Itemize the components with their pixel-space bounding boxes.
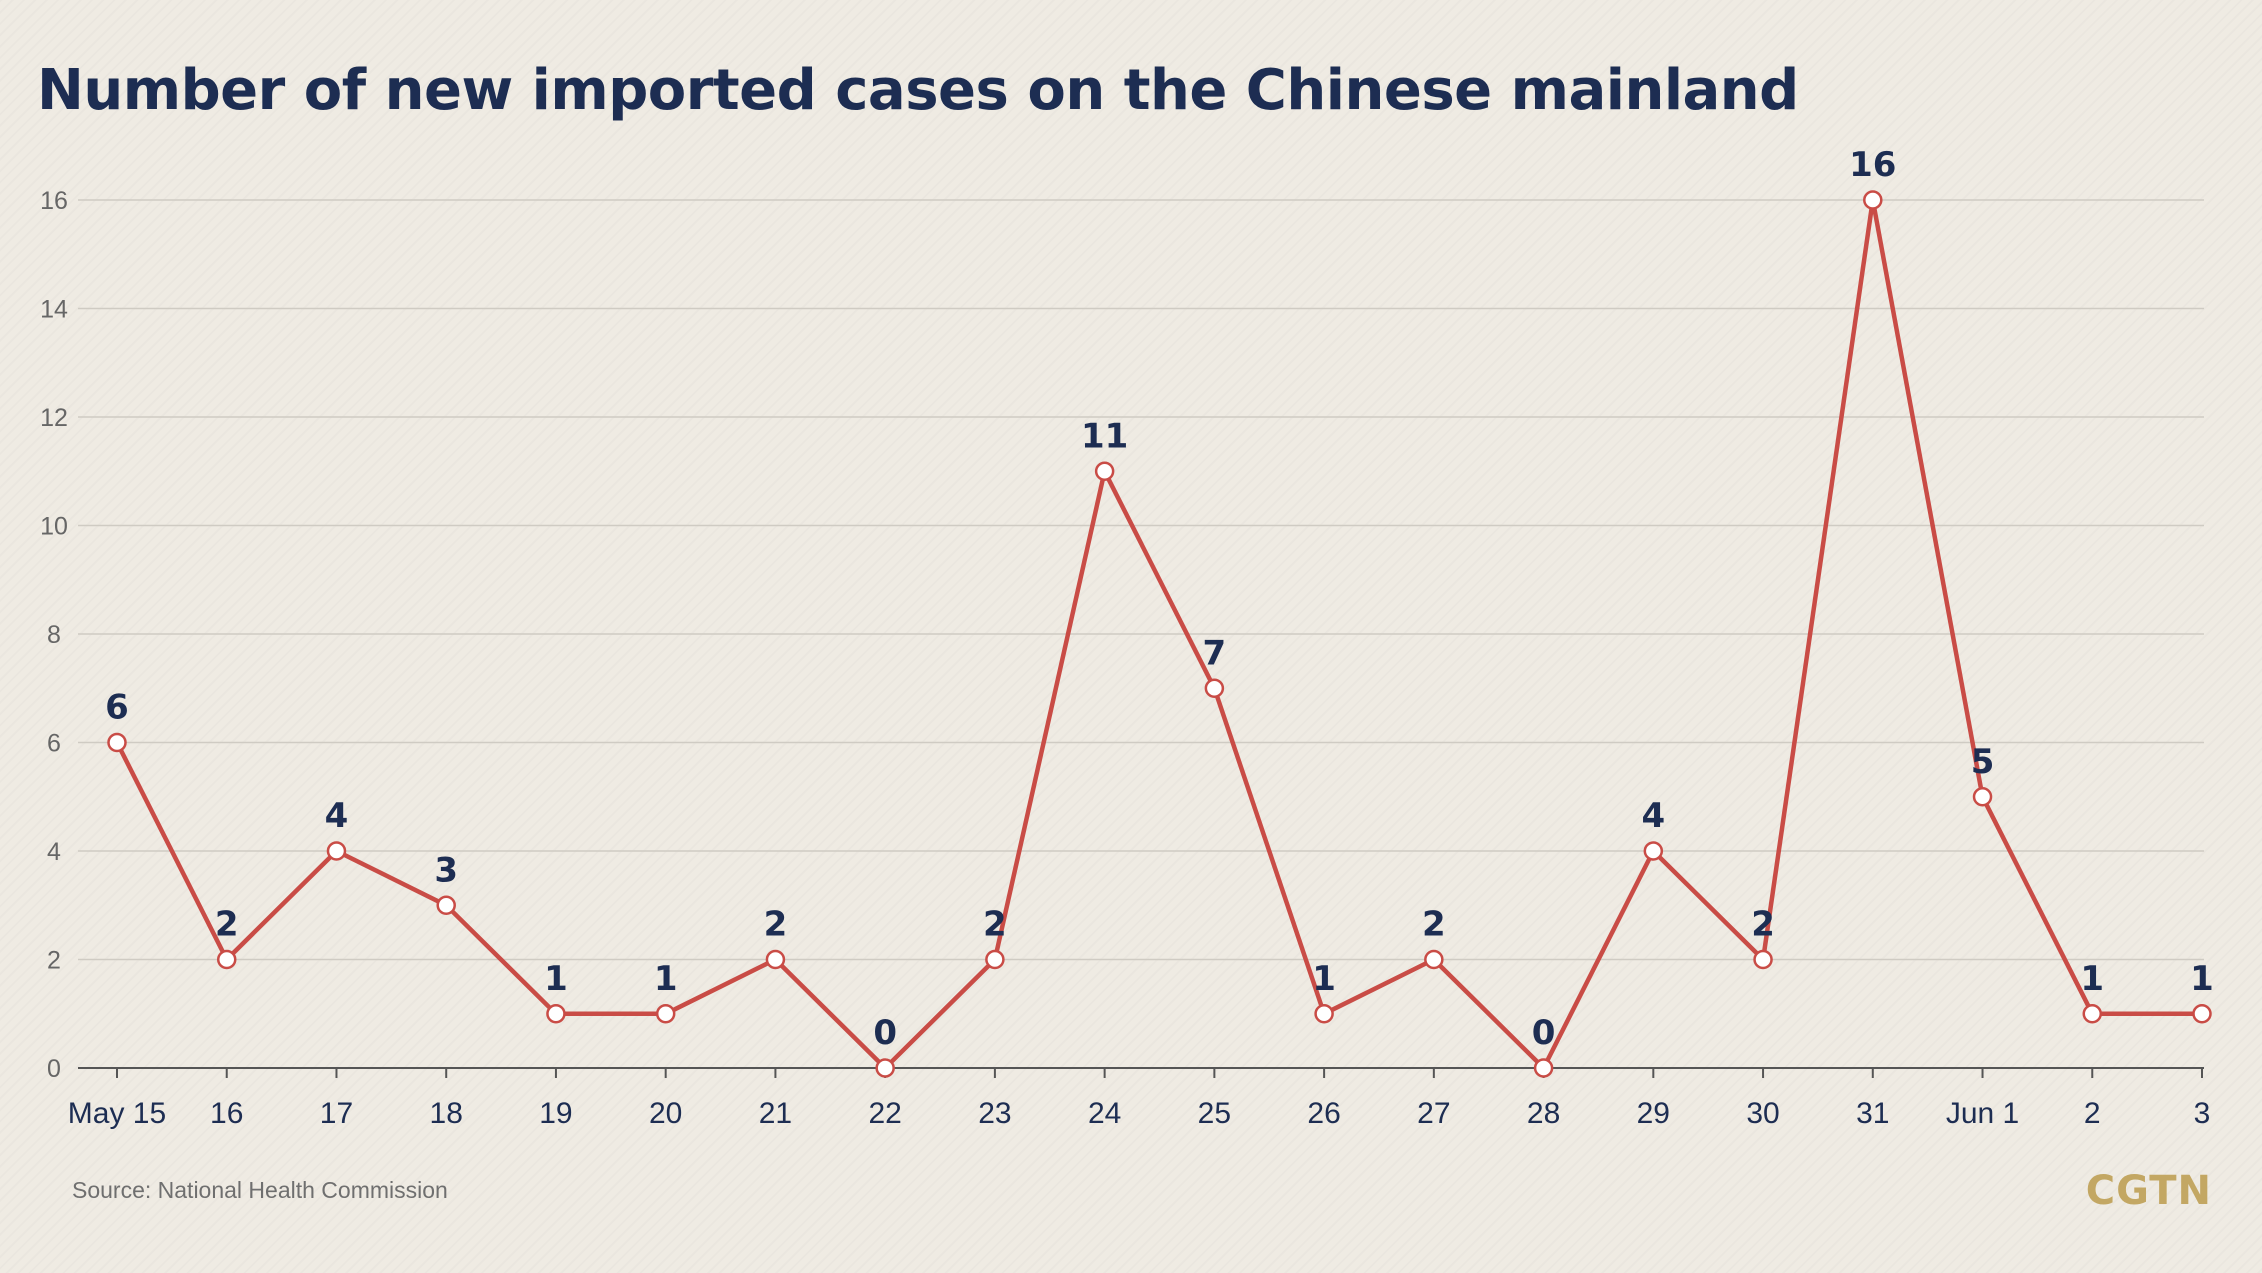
data-label: 2 xyxy=(1422,905,1446,945)
x-tick-label: 30 xyxy=(1746,1097,1779,1130)
y-tick-label: 10 xyxy=(40,513,68,541)
brand-logo: CGTN xyxy=(2085,1168,2212,1214)
y-tick-label: 0 xyxy=(47,1055,61,1083)
source-note: Source: National Health Commission xyxy=(72,1177,448,1203)
data-point xyxy=(1204,678,1225,698)
x-tick-label: 19 xyxy=(539,1097,572,1130)
data-label: 3 xyxy=(434,850,458,890)
data-point xyxy=(107,732,127,753)
x-tick-label: 16 xyxy=(210,1097,243,1130)
x-tick-label: 22 xyxy=(868,1097,901,1130)
data-point xyxy=(1972,787,1993,807)
y-tick-label: 16 xyxy=(40,187,68,215)
data-label: 5 xyxy=(1971,742,1995,782)
x-tick-label: 2 xyxy=(2084,1097,2101,1130)
x-tick-label: 3 xyxy=(2194,1097,2211,1130)
data-label: 1 xyxy=(2080,959,2104,999)
data-label: 7 xyxy=(1203,633,1227,673)
data-point xyxy=(436,895,456,915)
x-tick-label: 29 xyxy=(1637,1097,1670,1130)
data-label: 4 xyxy=(325,796,349,836)
grid-lines xyxy=(78,199,2204,961)
x-tick-label: 18 xyxy=(430,1097,463,1130)
x-tick-label: Jun 1 xyxy=(1946,1097,2019,1130)
y-tick-label: 4 xyxy=(47,838,61,866)
series xyxy=(107,190,2212,1078)
y-tick-label: 6 xyxy=(47,730,61,758)
data-label: 2 xyxy=(983,905,1007,945)
x-tick-label: 28 xyxy=(1527,1097,1560,1130)
data-label: 1 xyxy=(2190,959,2214,999)
y-tick-label: 14 xyxy=(40,296,68,324)
data-label: 0 xyxy=(873,1013,897,1053)
y-tick-label: 2 xyxy=(47,947,61,975)
data-point xyxy=(2082,1004,2103,1024)
data-point xyxy=(1094,461,1115,481)
x-tick-label: 27 xyxy=(1417,1097,1450,1130)
data-point xyxy=(546,1004,566,1024)
x-tick-label: 17 xyxy=(320,1097,353,1130)
data-point xyxy=(2192,1004,2212,1024)
data-label: 2 xyxy=(1751,905,1775,945)
y-axis: 0 2 4 6 8 10 12 14 16 xyxy=(40,187,68,1083)
data-point xyxy=(1314,1004,1334,1024)
x-tick-label: 25 xyxy=(1198,1097,1231,1130)
data-point xyxy=(1424,949,1444,970)
y-tick-label: 8 xyxy=(47,621,61,649)
data-label: 1 xyxy=(654,959,678,999)
data-point xyxy=(1533,1058,1554,1078)
data-point xyxy=(875,1058,895,1078)
data-label: 0 xyxy=(1532,1013,1556,1053)
data-point xyxy=(216,949,237,970)
x-tick-label: 24 xyxy=(1088,1097,1121,1130)
x-tick-label: 20 xyxy=(649,1097,682,1130)
data-point xyxy=(1753,949,1773,970)
data-point xyxy=(985,949,1005,970)
data-point xyxy=(326,841,347,861)
data-point xyxy=(655,1004,676,1024)
x-tick-label: 31 xyxy=(1856,1097,1889,1130)
data-label: 2 xyxy=(764,905,788,945)
data-point xyxy=(765,949,786,970)
x-tick-label: 21 xyxy=(759,1097,792,1130)
data-label: 6 xyxy=(105,688,129,728)
data-label: 1 xyxy=(544,959,568,999)
data-label: 16 xyxy=(1849,145,1896,185)
series-line xyxy=(114,197,2205,1071)
x-tick-label: May 15 xyxy=(68,1097,166,1130)
data-label: 4 xyxy=(1641,796,1665,836)
data-label: 11 xyxy=(1081,416,1128,456)
x-axis: May 15 16 17 18 19 20 21 22 23 24 25 26 27 28 29 30 31 Ju… xyxy=(68,1067,2211,1130)
data-point xyxy=(1863,190,1883,210)
data-label: 1 xyxy=(1312,959,1336,999)
data-label: 2 xyxy=(215,905,239,945)
data-point xyxy=(1643,841,1664,861)
x-tick-label: 26 xyxy=(1307,1097,1340,1130)
y-tick-label: 12 xyxy=(40,404,68,432)
x-tick-label: 23 xyxy=(978,1097,1011,1130)
chart-title: Number of new imported cases on the Chin… xyxy=(37,58,1799,123)
